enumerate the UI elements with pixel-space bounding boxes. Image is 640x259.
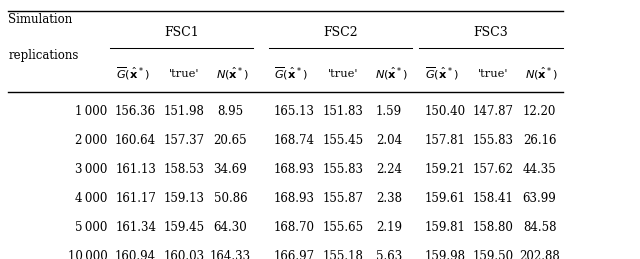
Text: 2.24: 2.24	[376, 163, 402, 176]
Text: 151.98: 151.98	[164, 105, 205, 118]
Text: 4 000: 4 000	[75, 192, 108, 205]
Text: FSC1: FSC1	[164, 26, 199, 39]
Text: $\overline{G}(\hat{\mathbf{x}}^*)$: $\overline{G}(\hat{\mathbf{x}}^*)$	[275, 66, 308, 82]
Text: 155.18: 155.18	[323, 250, 364, 259]
Text: 168.70: 168.70	[274, 221, 315, 234]
Text: 'true': 'true'	[169, 69, 200, 79]
Text: 160.03: 160.03	[164, 250, 205, 259]
Text: 161.17: 161.17	[115, 192, 156, 205]
Text: 155.45: 155.45	[323, 134, 364, 147]
Text: 'true': 'true'	[478, 69, 509, 79]
Text: 202.88: 202.88	[519, 250, 560, 259]
Text: 3 000: 3 000	[75, 163, 108, 176]
Text: 158.80: 158.80	[473, 221, 514, 234]
Text: 8.95: 8.95	[218, 105, 243, 118]
Text: 64.30: 64.30	[214, 221, 247, 234]
Text: 165.13: 165.13	[274, 105, 315, 118]
Text: 34.69: 34.69	[214, 163, 247, 176]
Text: 'true': 'true'	[328, 69, 358, 79]
Text: 2.19: 2.19	[376, 221, 402, 234]
Text: 161.34: 161.34	[115, 221, 156, 234]
Text: 155.65: 155.65	[323, 221, 364, 234]
Text: 161.13: 161.13	[115, 163, 156, 176]
Text: 158.53: 158.53	[164, 163, 205, 176]
Text: 44.35: 44.35	[523, 163, 556, 176]
Text: $N(\hat{\mathbf{x}}^*)$: $N(\hat{\mathbf{x}}^*)$	[375, 65, 408, 82]
Text: 159.50: 159.50	[473, 250, 514, 259]
Text: 26.16: 26.16	[523, 134, 556, 147]
Text: 158.41: 158.41	[473, 192, 514, 205]
Text: 10 000: 10 000	[68, 250, 108, 259]
Text: 159.98: 159.98	[424, 250, 465, 259]
Text: 1.59: 1.59	[376, 105, 402, 118]
Text: replications: replications	[8, 49, 79, 62]
Text: Simulation: Simulation	[8, 12, 72, 26]
Text: 63.99: 63.99	[523, 192, 556, 205]
Text: 159.21: 159.21	[424, 163, 465, 176]
Text: $\overline{G}(\hat{\mathbf{x}}^*)$: $\overline{G}(\hat{\mathbf{x}}^*)$	[425, 66, 458, 82]
Text: 5.63: 5.63	[376, 250, 403, 259]
Text: 168.93: 168.93	[274, 192, 315, 205]
Text: $\overline{G}(\hat{\mathbf{x}}^*)$: $\overline{G}(\hat{\mathbf{x}}^*)$	[116, 66, 149, 82]
Text: 159.61: 159.61	[424, 192, 465, 205]
Text: FSC3: FSC3	[474, 26, 508, 39]
Text: 160.94: 160.94	[115, 250, 156, 259]
Text: 20.65: 20.65	[214, 134, 247, 147]
Text: 84.58: 84.58	[523, 221, 556, 234]
Text: 166.97: 166.97	[274, 250, 315, 259]
Text: 5 000: 5 000	[75, 221, 108, 234]
Text: 147.87: 147.87	[473, 105, 514, 118]
Text: 2 000: 2 000	[76, 134, 108, 147]
Text: 159.13: 159.13	[164, 192, 205, 205]
Text: 157.81: 157.81	[424, 134, 465, 147]
Text: 1 000: 1 000	[76, 105, 108, 118]
Text: 159.45: 159.45	[164, 221, 205, 234]
Text: 150.40: 150.40	[424, 105, 465, 118]
Text: 2.38: 2.38	[376, 192, 402, 205]
Text: 155.83: 155.83	[473, 134, 514, 147]
Text: 50.86: 50.86	[214, 192, 247, 205]
Text: $N(\hat{\mathbf{x}}^*)$: $N(\hat{\mathbf{x}}^*)$	[525, 65, 559, 82]
Text: $N(\hat{\mathbf{x}}^*)$: $N(\hat{\mathbf{x}}^*)$	[216, 65, 250, 82]
Text: 157.62: 157.62	[473, 163, 514, 176]
Text: 155.87: 155.87	[323, 192, 364, 205]
Text: 168.74: 168.74	[274, 134, 315, 147]
Text: 155.83: 155.83	[323, 163, 364, 176]
Text: 156.36: 156.36	[115, 105, 156, 118]
Text: 157.37: 157.37	[164, 134, 205, 147]
Text: 160.64: 160.64	[115, 134, 156, 147]
Text: 151.83: 151.83	[323, 105, 364, 118]
Text: 168.93: 168.93	[274, 163, 315, 176]
Text: 12.20: 12.20	[523, 105, 556, 118]
Text: FSC2: FSC2	[323, 26, 358, 39]
Text: 159.81: 159.81	[424, 221, 465, 234]
Text: 164.33: 164.33	[210, 250, 251, 259]
Text: 2.04: 2.04	[376, 134, 402, 147]
